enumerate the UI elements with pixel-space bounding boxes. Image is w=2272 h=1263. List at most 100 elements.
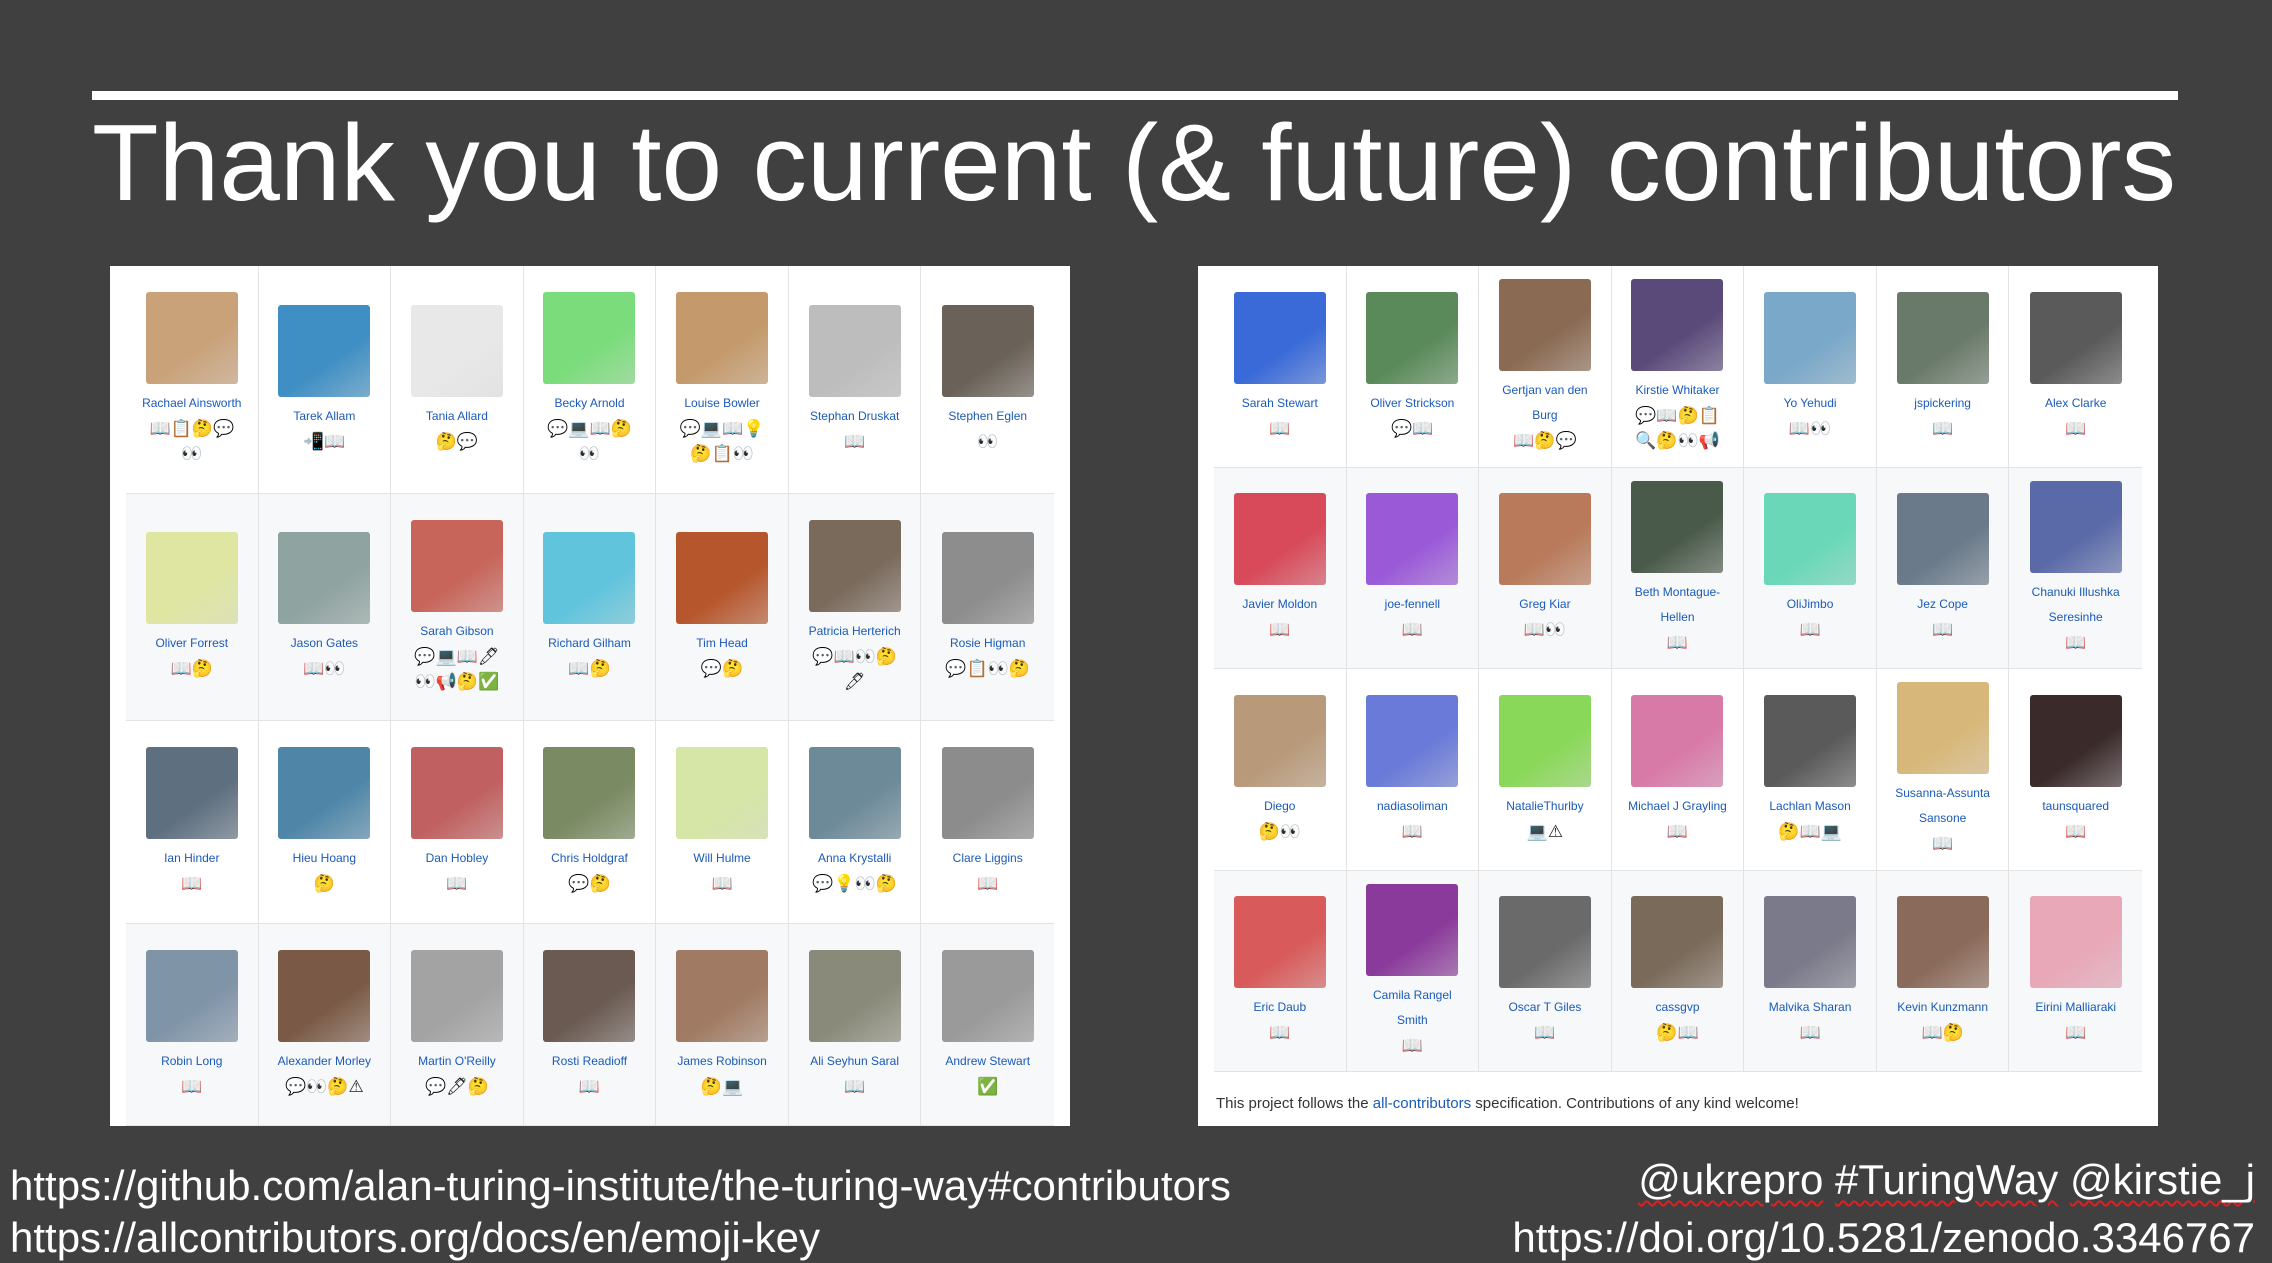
contributor-name[interactable]: Michael J Grayling <box>1628 798 1727 813</box>
contributor-name[interactable]: Alexander Morley <box>277 1053 372 1068</box>
contribution-icon[interactable]: 💬 <box>568 874 590 894</box>
contribution-icon[interactable]: 📖 <box>1656 406 1678 426</box>
contributor-cell[interactable]: Eirini Malliaraki 📖 <box>2009 870 2142 1072</box>
contribution-icon[interactable]: 📖 <box>456 646 478 666</box>
contributor-cell[interactable]: Diego 🤔👀 <box>1214 669 1347 871</box>
contribution-icon[interactable]: 📖 <box>1534 1023 1556 1043</box>
contributor-cell[interactable]: Camila Rangel Smith 📖 <box>1346 870 1480 1072</box>
contribution-icon[interactable]: 👀 <box>578 444 601 464</box>
contribution-icon[interactable]: 📖 <box>1932 834 1954 854</box>
contribution-icon[interactable]: 📖 <box>977 874 999 894</box>
avatar[interactable] <box>1233 896 1326 989</box>
avatar[interactable] <box>1764 896 1857 989</box>
handle-kirstie[interactable]: @kirstie_j <box>2069 1156 2255 1203</box>
contribution-icon[interactable]: 📖 <box>1401 821 1423 841</box>
contribution-icon[interactable]: 👀 <box>306 1076 328 1096</box>
contribution-icon[interactable]: 🤔 <box>1656 1023 1678 1043</box>
contribution-icon[interactable]: 📖 <box>303 659 325 679</box>
avatar[interactable] <box>1764 291 1857 384</box>
contribution-icon[interactable]: 💬 <box>424 1076 447 1096</box>
contribution-icon[interactable]: 💬 <box>414 646 436 666</box>
contributor-cell[interactable]: Eric Daub 📖 <box>1214 870 1347 1072</box>
contributor-cell[interactable]: jspickering 📖 <box>1876 266 2010 468</box>
avatar[interactable] <box>941 532 1034 625</box>
contribution-icon[interactable]: 🖊 <box>477 646 500 666</box>
contributor-name[interactable]: Richard Gilham <box>548 636 631 651</box>
contributor-name[interactable]: Susanna-Assunta Sansone <box>1895 786 1990 826</box>
contributor-name[interactable]: Martin O'Reilly <box>418 1053 496 1068</box>
contributor-cell[interactable]: Tim Head 💬🤔 <box>656 493 789 721</box>
contribution-icon[interactable]: 🤔 <box>589 659 611 679</box>
contribution-icon[interactable]: 💬 <box>700 659 723 679</box>
contribution-icon[interactable]: 🤔 <box>589 874 611 894</box>
contributor-cell[interactable]: Becky Arnold 💬💻📖🤔 👀 <box>523 266 657 494</box>
contribution-icon[interactable]: 🤔 <box>1008 659 1031 679</box>
contribution-icon[interactable]: 🔍 <box>1635 431 1657 451</box>
contributor-name[interactable]: Tarek Allam <box>293 408 356 423</box>
contributor-name[interactable]: joe-fennell <box>1384 597 1441 612</box>
contribution-icon[interactable]: 👀 <box>1810 418 1832 438</box>
contribution-icon[interactable]: 💻 <box>700 419 723 439</box>
contribution-icon[interactable]: 📢 <box>1698 431 1720 451</box>
contributor-name[interactable]: Kirstie Whitaker <box>1635 383 1720 398</box>
avatar[interactable] <box>1631 694 1724 787</box>
contribution-icon[interactable]: 📖 <box>844 431 866 451</box>
contributor-name[interactable]: Oliver Forrest <box>155 636 229 651</box>
contributor-name[interactable]: Becky Arnold <box>554 396 625 411</box>
contribution-icon[interactable]: 📖 <box>1932 418 1954 438</box>
contributor-name[interactable]: Gertjan van den Burg <box>1502 383 1588 423</box>
contributor-name[interactable]: Tania Allard <box>425 408 488 423</box>
contribution-icon[interactable]: 🤔 <box>875 874 897 894</box>
contributor-name[interactable]: Kevin Kunzmann <box>1897 1000 1988 1015</box>
contributor-name[interactable]: Sarah Stewart <box>1241 395 1318 410</box>
contributor-cell[interactable]: Gertjan van den Burg 📖🤔💬 <box>1479 266 1612 468</box>
contribution-icon[interactable]: 📖 <box>149 419 171 439</box>
contributor-name[interactable]: NatalieThurlby <box>1506 798 1584 813</box>
avatar[interactable] <box>278 532 371 625</box>
contribution-icon[interactable]: 🤔 <box>690 444 712 464</box>
contribution-icon[interactable]: 📖 <box>568 659 590 679</box>
contribution-icon[interactable]: 👀 <box>1677 431 1699 451</box>
contribution-icon[interactable]: 📖 <box>181 1076 203 1096</box>
contributor-cell[interactable]: Oscar T Giles 📖 <box>1479 870 1612 1072</box>
contribution-icon[interactable]: 🤔 <box>435 431 457 451</box>
contributor-name[interactable]: Louise Bowler <box>684 396 760 411</box>
contribution-icon[interactable]: 🤔 <box>700 1076 723 1096</box>
avatar[interactable] <box>1498 896 1591 989</box>
contribution-icon[interactable]: 🤔 <box>191 419 213 439</box>
contribution-icon[interactable]: 📖 <box>1921 1023 1943 1043</box>
contributor-cell[interactable]: Ali Seyhun Saral 📖 <box>788 923 922 1126</box>
contributor-cell[interactable]: Chanuki Illushka Seresinhe 📖 <box>2009 467 2142 669</box>
contributor-name[interactable]: Oscar T Giles <box>1508 1000 1582 1015</box>
contributor-cell[interactable]: taunsquared 📖 <box>2009 669 2142 871</box>
contributor-name[interactable]: Javier Moldon <box>1242 597 1318 612</box>
contributor-name[interactable]: Will Hulme <box>693 851 751 866</box>
contribution-icon[interactable]: 💬 <box>547 419 569 439</box>
contribution-icon[interactable]: 📢 <box>435 671 457 691</box>
contribution-icon[interactable]: 🤔 <box>456 671 479 691</box>
contributor-cell[interactable]: Beth Montague-Hellen 📖 <box>1611 467 1745 669</box>
avatar[interactable] <box>278 949 371 1042</box>
contributor-cell[interactable]: Rosie Higman 💬📋👀🤔 <box>921 493 1054 721</box>
contribution-icon[interactable]: 🤔 <box>1778 821 1800 841</box>
avatar[interactable] <box>543 532 636 625</box>
contributor-name[interactable]: Diego <box>1264 798 1296 813</box>
contributor-name[interactable]: Tim Head <box>696 636 748 651</box>
avatar[interactable] <box>808 747 901 840</box>
contributor-cell[interactable]: Rosti Readioff 📖 <box>523 923 657 1126</box>
contributor-cell[interactable]: Javier Moldon 📖 <box>1214 467 1347 669</box>
contribution-icon[interactable]: 📋 <box>966 659 988 679</box>
contribution-icon[interactable]: 🤔 <box>610 419 632 439</box>
contribution-icon[interactable]: 📖 <box>1513 431 1535 451</box>
contributor-cell[interactable]: Alex Clarke 📖 <box>2009 266 2142 468</box>
contribution-icon[interactable]: 👀 <box>414 671 436 691</box>
contribution-icon[interactable]: 📋 <box>711 444 733 464</box>
contribution-icon[interactable]: 🤔 <box>467 1076 489 1096</box>
contribution-icon[interactable]: 💻 <box>1820 821 1842 841</box>
avatar[interactable] <box>2029 480 2122 573</box>
avatar[interactable] <box>543 292 636 385</box>
contribution-icon[interactable]: 📖 <box>170 659 192 679</box>
contributor-cell[interactable]: Stephen Eglen 👀 <box>921 266 1054 494</box>
contribution-icon[interactable]: 📖 <box>1401 1035 1423 1055</box>
contributor-cell[interactable]: Martin O'Reilly 💬🖊🤔 <box>391 923 524 1126</box>
